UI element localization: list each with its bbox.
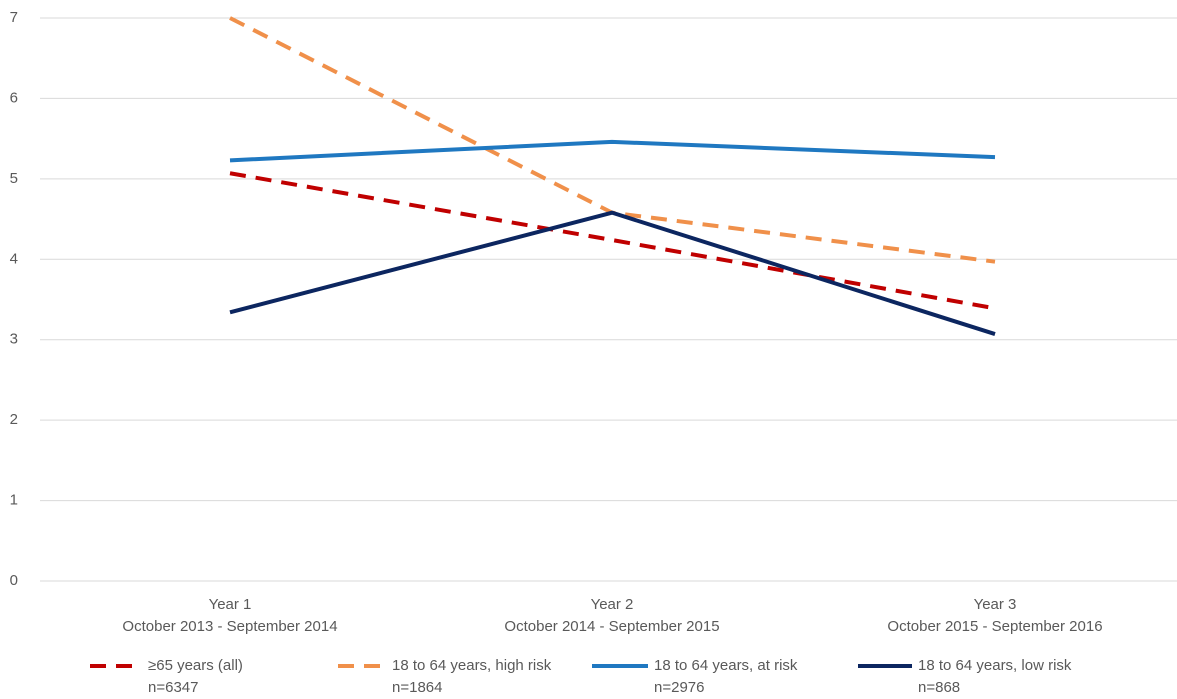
y-tick-label: 1 xyxy=(10,492,18,509)
y-tick-label: 3 xyxy=(10,331,18,348)
x-tick-label: October 2013 - September 2014 xyxy=(122,618,337,635)
legend-note: n=1864 xyxy=(392,679,442,696)
y-tick-label: 5 xyxy=(10,170,18,187)
series-line xyxy=(229,171,996,311)
series-line xyxy=(229,16,996,264)
x-tick-label: October 2015 - September 2016 xyxy=(887,618,1102,635)
series-line xyxy=(229,139,996,163)
y-tick-label: 6 xyxy=(10,89,18,106)
x-tick-label: Year 2 xyxy=(591,596,634,613)
y-tick-label: 4 xyxy=(10,250,18,267)
legend-note: n=2976 xyxy=(654,679,704,696)
legend-label: 18 to 64 years, low risk xyxy=(918,657,1072,674)
legend-label: 18 to 64 years, at risk xyxy=(654,657,798,674)
legend-note: n=868 xyxy=(918,679,960,696)
x-tick-label: Year 3 xyxy=(974,596,1017,613)
legend-label: ≥65 years (all) xyxy=(148,657,243,674)
y-tick-label: 7 xyxy=(10,9,18,26)
series-line xyxy=(229,210,996,336)
legend-label: 18 to 64 years, high risk xyxy=(392,657,552,674)
legend-note: n=6347 xyxy=(148,679,198,696)
y-tick-label: 2 xyxy=(10,411,18,428)
y-tick-label: 0 xyxy=(10,572,18,589)
x-tick-label: Year 1 xyxy=(209,596,252,613)
x-tick-label: October 2014 - September 2015 xyxy=(504,618,719,635)
